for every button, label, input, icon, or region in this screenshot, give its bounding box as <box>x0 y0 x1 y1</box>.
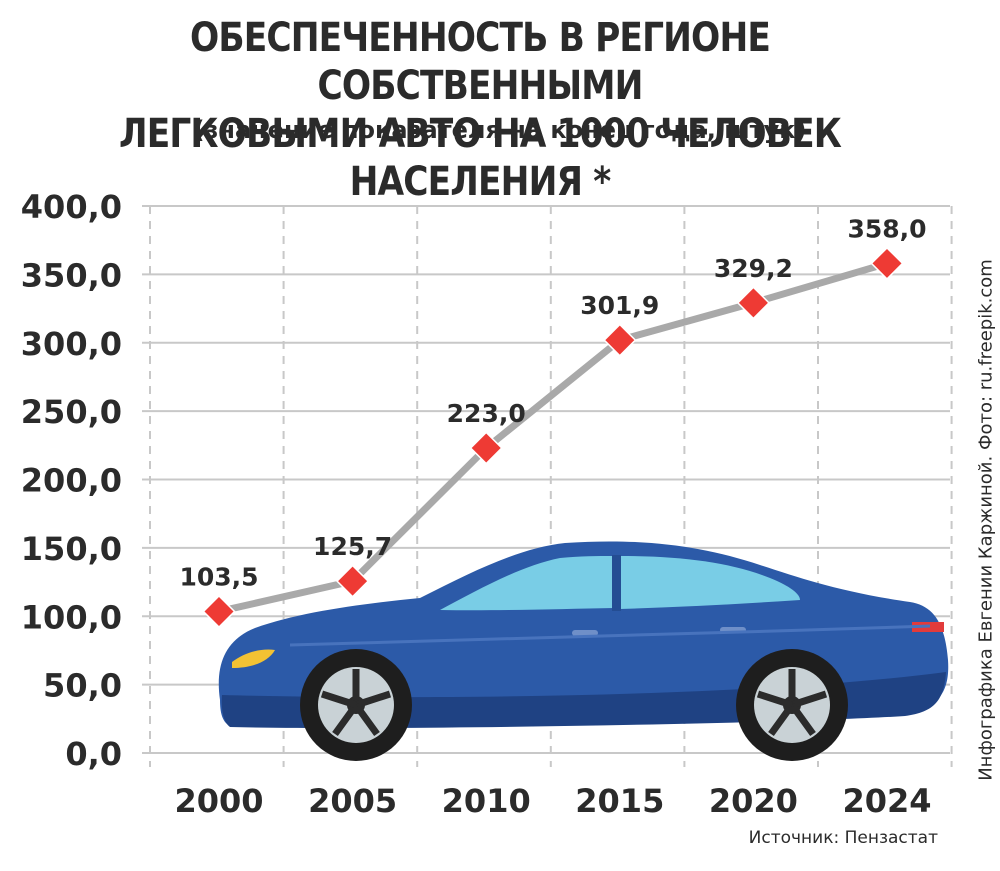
chart-subtitle: (значение показателя на конец года, штук… <box>193 116 807 144</box>
x-tick-label: 2000 <box>174 782 263 820</box>
car-front-window <box>620 556 800 609</box>
chart-title: ОБЕСПЕЧЕННОСТЬ В РЕГИОНЕ СОБСТВЕННЫМИ ЛЕ… <box>67 14 893 206</box>
chart-title-line2: ЛЕГКОВЫМИ АВТО НА 1000 ЧЕЛОВЕК НАСЕЛЕНИЯ… <box>119 111 842 205</box>
x-tick-label: 2020 <box>709 782 798 820</box>
credit-note: Инфографика Евгении Каржиной. Фото: ru.f… <box>975 259 997 781</box>
y-tick-label: 100,0 <box>21 598 122 636</box>
x-tick-label: 2005 <box>308 782 397 820</box>
car-rear-window <box>440 556 614 611</box>
car-body-crease <box>289 624 931 647</box>
x-tick-label: 2010 <box>442 782 531 820</box>
data-label: 103,5 <box>179 562 258 591</box>
car-headlight <box>232 649 275 668</box>
data-point-marker <box>603 323 637 357</box>
series-layer <box>202 246 904 629</box>
source-note: Источник: Пензастат <box>748 828 938 848</box>
y-tick-label: 400,0 <box>21 188 122 226</box>
car-wheel-front <box>736 649 848 761</box>
data-point-marker <box>870 246 904 281</box>
y-tick-label: 250,0 <box>21 393 122 431</box>
data-label: 358,0 <box>847 214 926 243</box>
x-tick-label: 2024 <box>842 782 931 820</box>
y-tick-label: 200,0 <box>21 462 122 500</box>
y-tick-label: 300,0 <box>21 325 122 363</box>
chart-title-line1: ОБЕСПЕЧЕННОСТЬ В РЕГИОНЕ СОБСТВЕННЫМИ <box>189 15 771 109</box>
car-wheel-rear <box>300 649 412 761</box>
data-point-marker <box>736 286 771 320</box>
y-tick-label: 350,0 <box>21 256 122 294</box>
data-label: 125,7 <box>313 532 392 561</box>
label-layer: 0,0 50,0 100,0 150,0 200,0 250,0 300,0 350,0 400… <box>21 188 932 820</box>
car-door-handle-rear <box>572 630 598 636</box>
car-illustration <box>218 541 949 761</box>
y-tick-label: 50,0 <box>43 667 122 705</box>
car-pillar <box>612 555 621 611</box>
data-label: 301,9 <box>580 291 659 320</box>
data-point-marker <box>335 564 370 598</box>
data-label: 223,0 <box>447 399 526 428</box>
data-label: 329,2 <box>714 254 793 283</box>
data-point-marker <box>469 431 503 465</box>
y-tick-label: 0,0 <box>65 735 122 773</box>
series-line <box>215 259 891 615</box>
data-point-marker <box>202 594 236 629</box>
x-tick-label: 2015 <box>575 782 664 820</box>
y-tick-label: 150,0 <box>21 530 122 568</box>
